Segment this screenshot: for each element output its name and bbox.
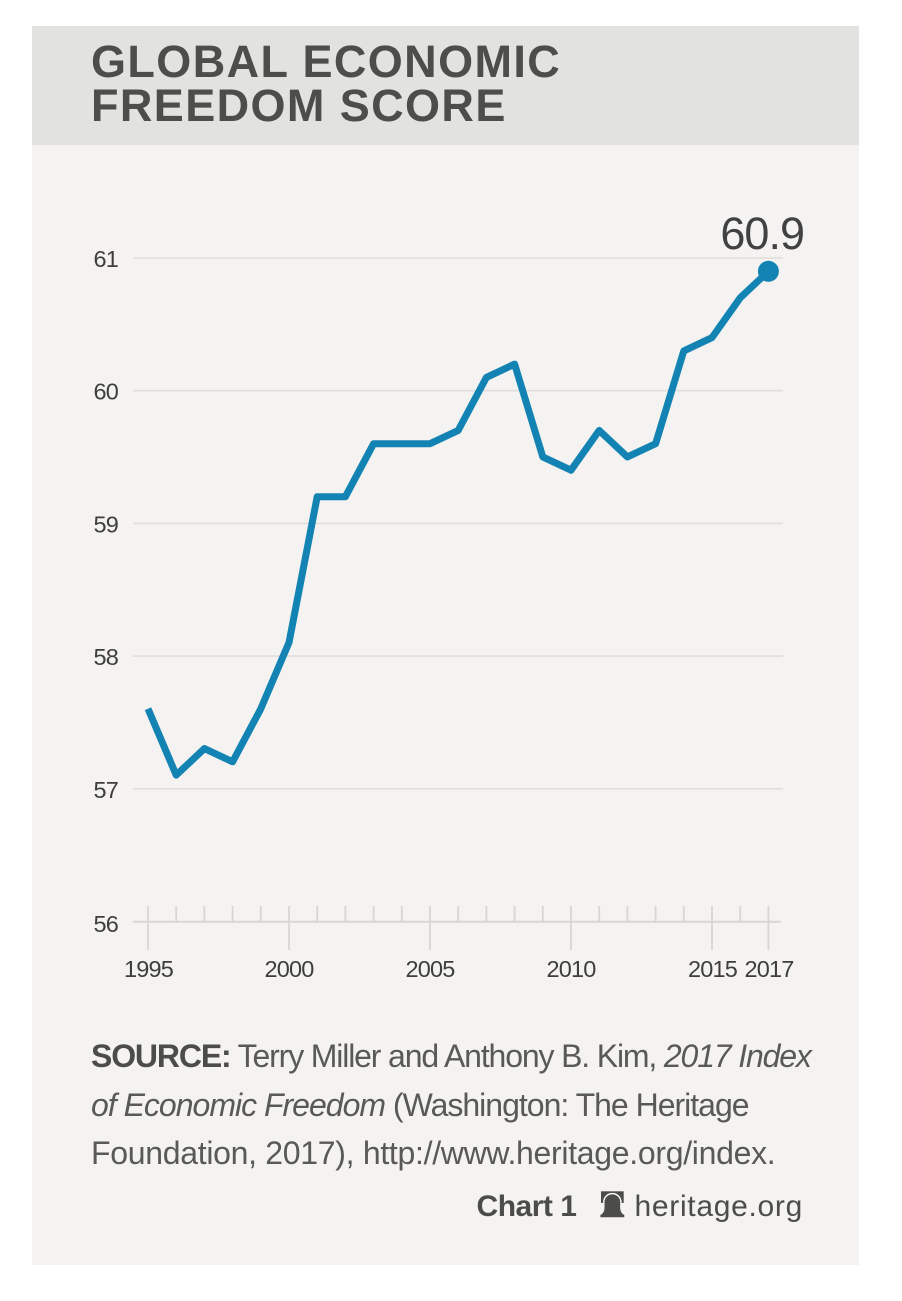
svg-text:2015: 2015 (688, 956, 738, 982)
svg-text:56: 56 (93, 911, 118, 937)
svg-text:2005: 2005 (405, 956, 455, 982)
svg-text:58: 58 (93, 644, 118, 670)
svg-text:60: 60 (93, 379, 118, 405)
svg-text:2010: 2010 (546, 956, 596, 982)
svg-text:1995: 1995 (124, 956, 174, 982)
svg-text:2017: 2017 (744, 956, 793, 982)
svg-text:57: 57 (93, 777, 118, 803)
svg-text:59: 59 (93, 511, 118, 537)
svg-text:61: 61 (93, 246, 118, 272)
svg-text:2000: 2000 (264, 956, 314, 982)
